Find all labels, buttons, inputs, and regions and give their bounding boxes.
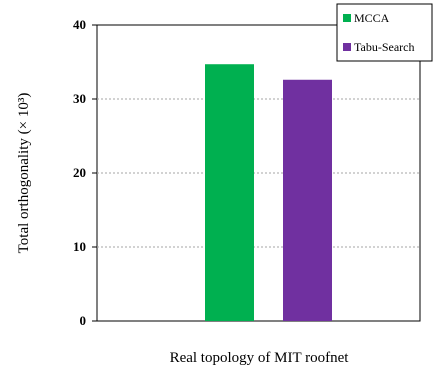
y-tick-label-10: 10 <box>73 239 86 254</box>
x-axis-title: Real topology of MIT roofnet <box>170 350 350 366</box>
y-tick-label-30: 30 <box>73 91 86 106</box>
y-axis-ticks: 0 10 20 30 40 <box>73 17 97 328</box>
bar-mcca <box>205 64 254 321</box>
y-tick-label-40: 40 <box>73 17 86 32</box>
legend-label-tabu-search: Tabu-Search <box>354 40 414 54</box>
legend: MCCA Tabu-Search <box>336 3 433 62</box>
legend-label-mcca: MCCA <box>354 11 390 25</box>
y-axis-title: Total orthogonality (× 10³) <box>16 93 32 254</box>
bars <box>205 64 332 321</box>
gridlines <box>97 98 420 248</box>
legend-box <box>336 3 433 62</box>
legend-swatch-mcca <box>343 14 351 22</box>
legend-swatch-tabu-search <box>343 43 351 51</box>
bar-tabu-search <box>283 79 332 321</box>
y-tick-label-0: 0 <box>80 313 87 328</box>
y-tick-label-20: 20 <box>73 165 86 180</box>
